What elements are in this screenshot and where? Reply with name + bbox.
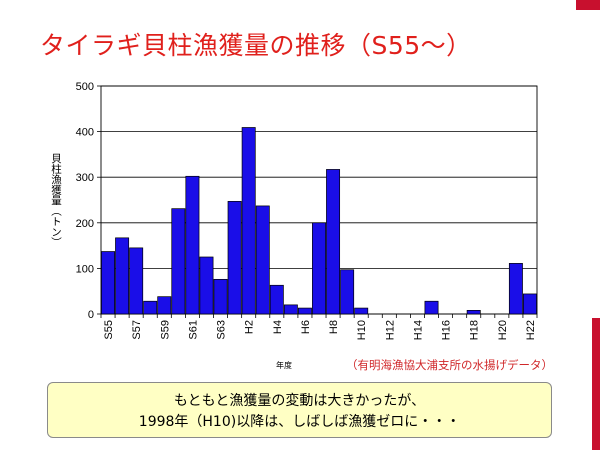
- x-tick-label-H6: H6: [300, 320, 312, 334]
- bar-S56: [115, 237, 130, 315]
- x-tick-label-H20: H20: [497, 320, 509, 340]
- bar-H21: [508, 263, 523, 315]
- bar-H9: [340, 269, 355, 315]
- bar-H10: [354, 307, 369, 315]
- x-tick-label-S59: S59: [159, 320, 171, 340]
- bar-H7: [312, 222, 326, 315]
- x-tick-label-H2: H2: [244, 320, 256, 334]
- y-axis-label: 貝柱漁獲量（トン）: [50, 153, 62, 248]
- x-tick-label-S61: S61: [187, 320, 199, 340]
- x-tick-label-H4: H4: [272, 320, 284, 334]
- bar-S55: [101, 251, 115, 315]
- x-tick-label-H16: H16: [441, 320, 453, 340]
- x-tick-label-H10: H10: [356, 320, 368, 340]
- y-tick-label: 500: [76, 81, 94, 93]
- y-tick-label: 100: [76, 263, 94, 275]
- x-tick-label-S63: S63: [216, 320, 228, 340]
- top-accent-bar: [576, 0, 600, 10]
- x-tick-label-S55: S55: [103, 320, 115, 340]
- bar-H18: [466, 310, 481, 315]
- x-tick-label-H18: H18: [469, 320, 481, 340]
- y-tick-label: 400: [76, 127, 94, 139]
- x-tick-label-S57: S57: [131, 320, 143, 340]
- slide-title: タイラギ貝柱漁獲量の推移（S55～）: [40, 31, 472, 60]
- bar-S61: [185, 175, 200, 315]
- bar-S57: [129, 247, 144, 315]
- bar-S58: [143, 300, 158, 315]
- bar-H15: [424, 300, 439, 315]
- bar-H2: [241, 127, 256, 315]
- bar-H4: [269, 284, 284, 315]
- bar-H5: [283, 304, 298, 315]
- right-accent-bar: [592, 318, 600, 450]
- bar-H6: [297, 307, 312, 315]
- bar-H3: [255, 205, 270, 315]
- bar-H22: [523, 293, 537, 315]
- x-tick-label-H14: H14: [412, 320, 424, 340]
- source-note: （有明海漁協大浦支所の水揚げデータ）: [346, 358, 553, 372]
- bar-S60: [171, 208, 186, 315]
- y-tick-label: 0: [88, 309, 94, 321]
- y-tick-label: 200: [76, 218, 94, 230]
- bar-S63: [213, 278, 228, 315]
- bar-S62: [199, 256, 214, 315]
- note-line-1: もともと漁獲量の変動は大きかったが、: [173, 393, 426, 409]
- bar-S59: [157, 296, 172, 315]
- x-axis-label: 年度: [276, 360, 292, 370]
- bar-H1: [227, 201, 242, 315]
- note-line-2: 1998年（H10)以降は、しばしば漁獲ゼロに・・・: [138, 414, 461, 430]
- bar-H8: [326, 169, 341, 315]
- y-tick-label: 300: [76, 172, 94, 184]
- note-box: もともと漁獲量の変動は大きかったが、 1998年（H10)以降は、しばしば漁獲ゼ…: [47, 382, 552, 438]
- x-tick-label-H8: H8: [328, 320, 340, 334]
- x-tick-label-H22: H22: [525, 320, 537, 340]
- x-tick-label-H12: H12: [384, 320, 396, 340]
